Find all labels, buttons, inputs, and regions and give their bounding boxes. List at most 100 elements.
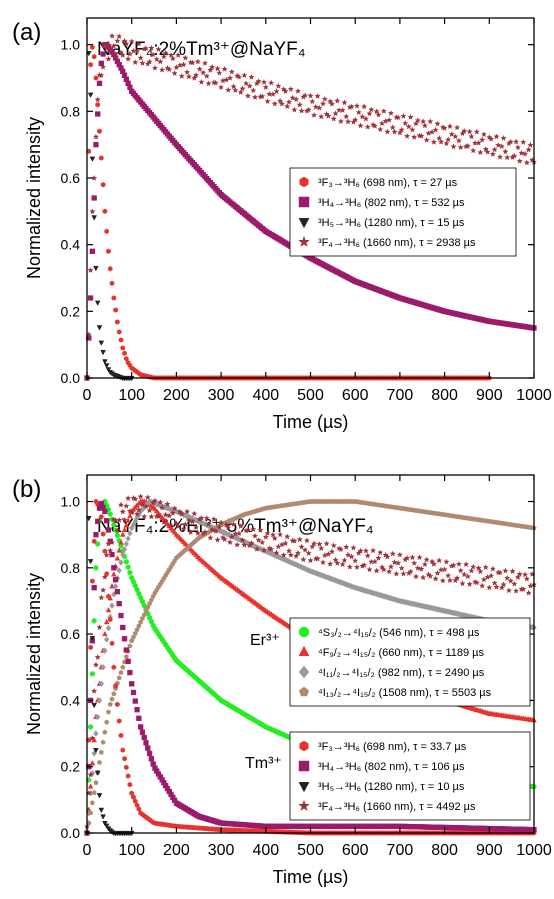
data-point bbox=[164, 500, 171, 507]
data-point bbox=[371, 122, 379, 129]
data-point bbox=[123, 653, 129, 659]
data-point bbox=[120, 664, 126, 670]
data-point bbox=[116, 329, 122, 335]
data-point bbox=[480, 576, 488, 583]
data-point bbox=[319, 100, 327, 107]
data-point bbox=[314, 555, 321, 562]
data-point bbox=[394, 114, 402, 121]
data-point bbox=[198, 514, 205, 521]
data-point bbox=[189, 518, 196, 525]
data-point bbox=[87, 783, 94, 789]
data-point bbox=[93, 75, 99, 81]
data-point bbox=[294, 549, 302, 556]
data-point bbox=[520, 138, 527, 146]
data-point bbox=[91, 54, 97, 60]
data-point bbox=[241, 541, 248, 548]
data-point bbox=[107, 511, 113, 517]
data-point bbox=[155, 512, 162, 519]
data-point bbox=[325, 112, 332, 119]
data-point bbox=[514, 573, 522, 580]
data-point bbox=[132, 495, 139, 502]
data-point bbox=[127, 781, 133, 788]
data-point bbox=[123, 40, 130, 47]
data-point bbox=[114, 532, 121, 538]
data-point bbox=[371, 558, 379, 565]
data-point bbox=[445, 572, 452, 579]
data-point bbox=[116, 600, 122, 607]
legend-marker bbox=[298, 235, 310, 247]
data-point bbox=[89, 760, 96, 766]
data-point bbox=[130, 634, 137, 640]
data-point bbox=[200, 69, 207, 76]
data-point bbox=[148, 756, 155, 762]
data-point bbox=[428, 558, 436, 565]
data-point bbox=[224, 86, 232, 93]
data-point bbox=[192, 71, 200, 78]
data-point bbox=[423, 136, 430, 143]
data-point bbox=[182, 54, 189, 61]
data-point bbox=[175, 51, 182, 59]
data-point bbox=[132, 630, 138, 636]
data-point bbox=[106, 547, 114, 554]
data-point bbox=[121, 526, 128, 533]
data-point bbox=[357, 122, 364, 129]
data-point bbox=[387, 109, 395, 117]
data-point bbox=[189, 59, 196, 66]
data-point bbox=[502, 567, 509, 574]
data-point bbox=[103, 363, 110, 369]
data-point bbox=[110, 42, 118, 49]
legend-label: ⁴F₉/₂→⁴I₁₅/₂ (660 nm), τ = 1189 µs bbox=[318, 647, 484, 659]
data-point bbox=[409, 126, 416, 133]
data-point bbox=[250, 526, 257, 533]
data-point bbox=[133, 510, 141, 517]
data-point bbox=[123, 559, 129, 565]
data-point bbox=[109, 583, 115, 589]
x-tick-label: 500 bbox=[297, 842, 324, 859]
series-4 bbox=[83, 32, 538, 380]
x-tick-label: 300 bbox=[208, 387, 235, 404]
data-point bbox=[464, 142, 472, 149]
data-point bbox=[139, 729, 146, 735]
data-point bbox=[132, 59, 139, 66]
x-tick-label: 0 bbox=[83, 842, 92, 859]
data-point bbox=[427, 118, 434, 125]
data-point bbox=[95, 541, 101, 547]
data-point bbox=[91, 195, 97, 201]
data-point bbox=[469, 563, 477, 570]
data-point bbox=[271, 100, 279, 107]
data-point bbox=[527, 582, 534, 589]
data-point bbox=[441, 124, 448, 131]
data-point bbox=[114, 589, 121, 595]
data-point bbox=[327, 98, 334, 105]
data-point bbox=[509, 567, 516, 575]
data-point bbox=[398, 564, 405, 572]
data-point bbox=[203, 72, 211, 79]
data-point bbox=[121, 546, 128, 553]
data-point bbox=[427, 572, 434, 580]
data-point bbox=[214, 536, 221, 543]
data-point bbox=[128, 38, 135, 45]
data-point bbox=[120, 624, 126, 631]
data-point bbox=[223, 521, 230, 528]
legend-marker bbox=[298, 218, 310, 229]
x-tick-label: 700 bbox=[387, 387, 414, 404]
data-point bbox=[115, 33, 123, 40]
data-point bbox=[339, 106, 346, 113]
data-point bbox=[418, 132, 425, 139]
y-tick-label: 0.0 bbox=[61, 825, 81, 841]
data-point bbox=[441, 566, 448, 573]
data-point bbox=[394, 559, 402, 566]
data-point bbox=[127, 530, 133, 537]
data-point bbox=[111, 522, 117, 528]
data-point bbox=[262, 533, 270, 540]
data-point bbox=[232, 86, 239, 93]
data-point bbox=[269, 531, 277, 538]
data-point bbox=[87, 559, 94, 565]
data-point bbox=[386, 568, 393, 575]
data-point bbox=[378, 120, 386, 127]
data-point bbox=[98, 340, 105, 346]
data-point bbox=[418, 565, 425, 572]
data-point bbox=[98, 155, 104, 161]
data-point bbox=[309, 98, 316, 105]
